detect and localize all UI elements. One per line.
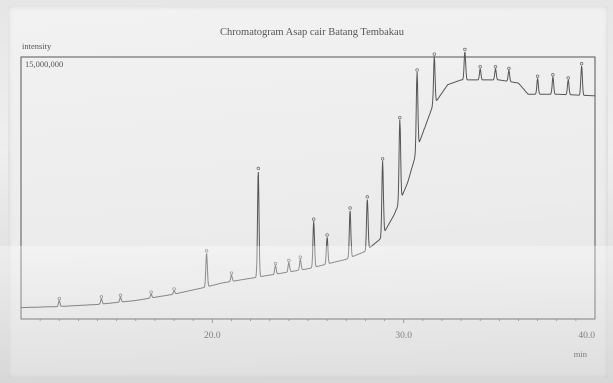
peak-marker-21 [493,65,498,69]
peak-marker-26 [579,62,584,66]
peak-marker-9 [287,258,291,263]
peak-marker-16 [398,115,402,120]
peak-marker-7 [256,166,260,171]
chromatogram-trace [21,51,595,309]
chart-title: Chromatogram Asap cair Batang Tembakau [220,27,405,38]
peak-marker-6 [229,271,234,275]
peak-marker-10 [298,255,302,259]
peak-marker-12 [325,233,329,237]
peak-marker-14 [365,195,369,199]
peak-marker-23 [535,74,540,78]
peak-marker-13 [348,206,352,210]
plot-frame [20,56,596,320]
peak-marker-25 [566,76,570,80]
peak-markers [57,47,584,301]
peak-marker-20 [478,65,482,69]
peak-marker-18 [432,52,436,56]
x-axis-ticks: 20.0 30.0 40.0 [39,319,595,341]
peak-marker-15 [380,157,385,161]
peak-marker-0 [57,296,61,301]
peak-marker-24 [551,73,555,77]
peak-marker-5 [204,249,209,253]
peak-marker-17 [415,68,419,72]
y-axis-label: intensity [22,41,52,51]
peak-marker-1 [99,295,104,299]
peak-marker-11 [312,217,316,221]
x-tick-label: 40.0 [578,331,595,341]
peak-marker-4 [172,287,176,291]
peak-marker-22 [507,66,511,71]
x-tick-label: 20.0 [204,331,221,341]
y-max-label: 15,000,000 [25,59,63,69]
peak-marker-19 [463,47,467,52]
peak-marker-8 [273,261,278,266]
peak-marker-3 [149,290,153,294]
x-tick-label: 30.0 [395,331,412,341]
peak-marker-2 [118,293,123,297]
x-axis-label: min [574,349,588,359]
